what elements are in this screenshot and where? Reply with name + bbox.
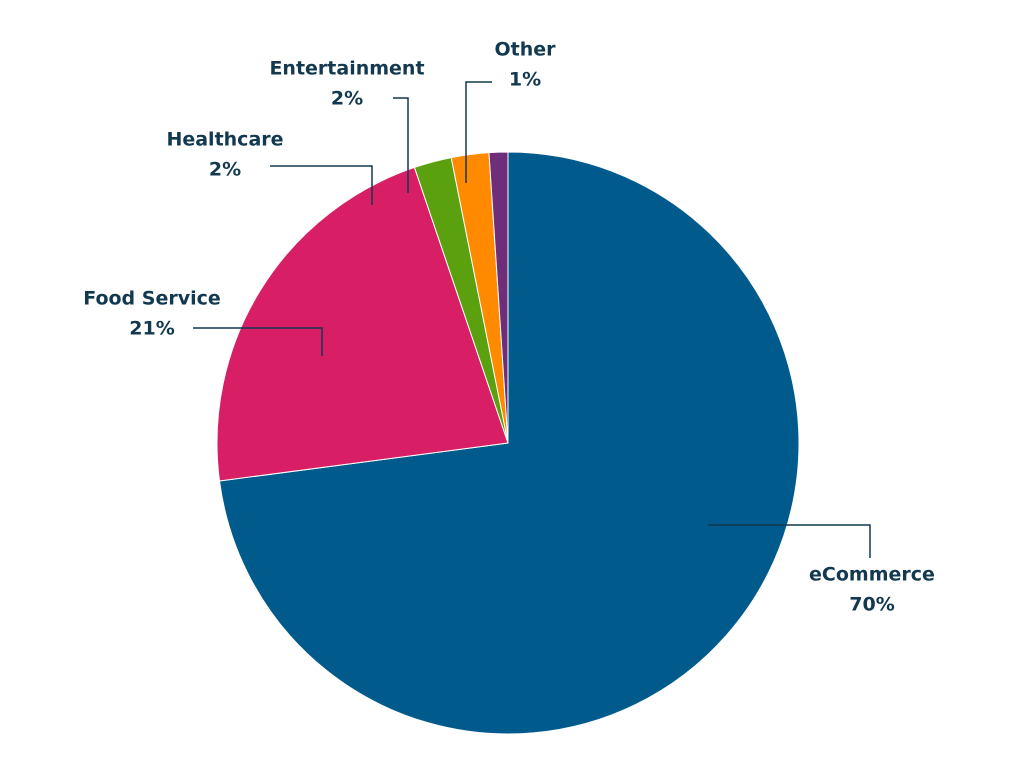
pie-slice (216, 166, 509, 482)
pie-slice (218, 151, 800, 735)
pie-slice (488, 151, 509, 444)
leader-line (393, 97, 409, 193)
slice-label: Other (494, 39, 556, 61)
leader-line (270, 165, 373, 205)
slice-value-label: 21% (129, 318, 174, 340)
slice-value-label: 1% (509, 69, 541, 91)
slice-label: Food Service (83, 288, 221, 310)
leader-line (708, 524, 871, 558)
slice-value-label: 70% (849, 594, 894, 616)
slice-label: eCommerce (809, 564, 935, 586)
slice-value-label: 2% (209, 159, 241, 181)
leader-line (193, 327, 323, 356)
leader-line (465, 81, 492, 183)
slice-label: Entertainment (269, 58, 424, 80)
slice-label: Healthcare (166, 129, 283, 151)
slice-value-label: 2% (331, 88, 363, 110)
